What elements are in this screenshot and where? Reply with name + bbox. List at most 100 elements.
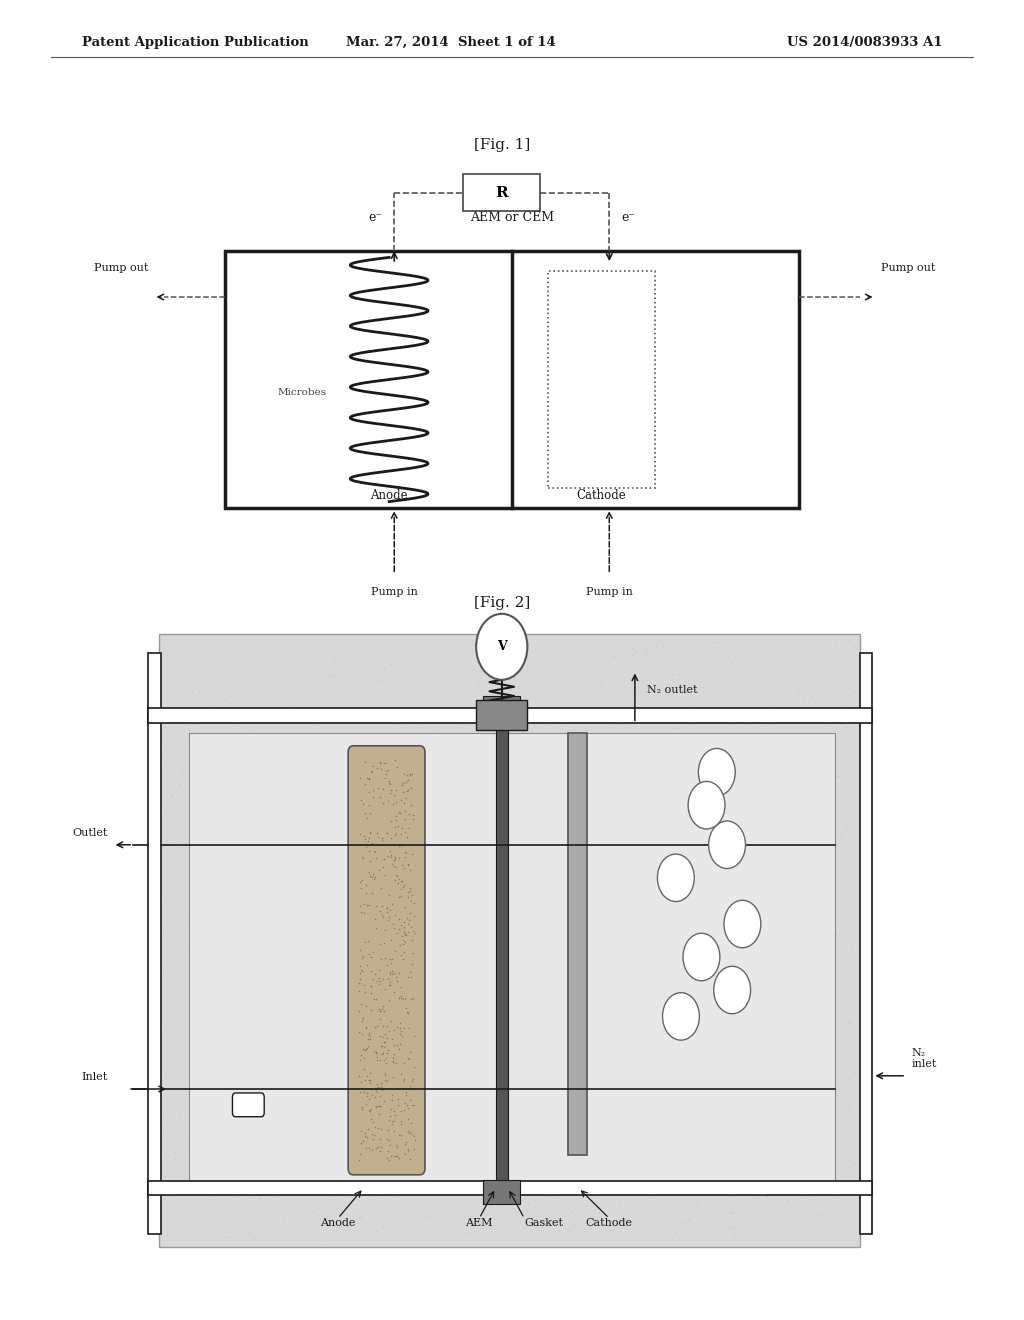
Point [392,1034,409,1055]
Point [478,933,495,954]
Point [512,826,528,847]
Point [558,920,574,941]
Point [652,1199,669,1220]
Point [525,1122,542,1143]
Point [268,1135,285,1156]
Point [383,953,399,974]
Point [229,949,246,970]
Point [834,1082,850,1104]
Point [515,932,531,953]
Point [540,1113,556,1134]
Point [691,991,708,1012]
Point [521,829,538,850]
Point [773,1010,790,1031]
Point [536,741,552,762]
Point [376,1154,392,1175]
Point [292,1138,308,1159]
Point [513,854,529,875]
Point [765,962,781,983]
Point [285,657,301,678]
Point [710,1135,726,1156]
Point [402,989,419,1010]
Point [666,983,682,1005]
Point [571,797,588,818]
Point [712,1151,728,1172]
Point [476,828,493,849]
Point [310,945,327,966]
Point [227,1187,244,1208]
Point [220,655,237,676]
Point [381,907,397,928]
Point [558,931,574,952]
Point [167,1022,183,1043]
Point [707,892,723,913]
Point [323,1134,339,1155]
Point [344,842,360,863]
Point [388,1053,404,1074]
Point [725,746,741,767]
Point [345,748,361,770]
Point [268,785,285,807]
Point [592,743,608,764]
Point [731,849,748,870]
Point [514,972,530,993]
Point [329,871,345,892]
Point [341,642,357,663]
Point [806,973,822,994]
Point [318,1175,335,1196]
Point [733,999,750,1020]
Point [613,767,630,788]
Point [648,1100,665,1121]
Point [500,1206,516,1228]
Point [745,935,762,956]
Point [837,879,853,900]
Point [376,1049,392,1071]
Point [290,1146,306,1167]
Point [403,929,420,950]
Point [399,1121,416,1142]
Point [800,861,816,882]
Point [220,1096,237,1117]
Point [225,842,242,863]
Point [719,1216,735,1237]
Point [803,1110,819,1131]
Point [255,841,271,862]
Point [379,902,395,923]
Point [194,653,210,675]
Point [723,1001,739,1022]
Point [729,690,745,711]
Point [428,738,444,759]
Point [805,738,821,759]
Point [262,1022,279,1043]
Point [585,1024,601,1045]
Point [237,879,253,900]
Point [523,688,540,709]
Point [402,795,419,816]
Point [302,867,318,888]
Point [375,907,391,928]
Point [807,1105,823,1126]
Point [291,1164,307,1185]
Point [483,734,500,755]
Point [351,1193,368,1214]
Bar [148,708,872,723]
Point [492,1048,508,1069]
Point [759,1185,775,1206]
Point [674,1011,690,1032]
Point [469,937,485,958]
Point [553,1002,569,1023]
Point [331,657,347,678]
Point [343,854,359,875]
Point [597,950,613,972]
Point [397,998,414,1019]
Point [508,846,524,867]
Point [809,1040,825,1061]
Point [225,932,242,953]
Point [404,987,421,1008]
Point [626,808,642,829]
Point [411,820,427,841]
Point [366,941,382,962]
Point [646,1230,663,1251]
Point [286,1220,302,1241]
Point [354,1007,371,1028]
